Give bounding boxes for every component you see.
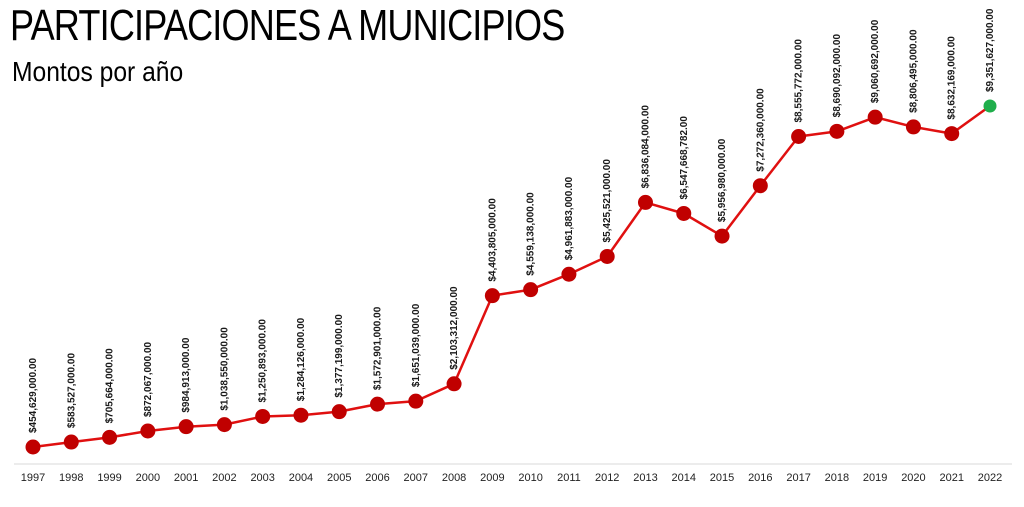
- data-point: [102, 429, 118, 445]
- data-label: $705,664,000.00: [105, 348, 116, 424]
- data-point: [714, 228, 730, 244]
- x-tick-label: 2021: [939, 472, 963, 484]
- data-labels-group: $454,629,000.00 $583,527,000.00 $705,664,0…: [28, 8, 996, 433]
- x-tick-label: 2005: [327, 472, 351, 484]
- data-label: $5,425,521,000.00: [602, 159, 613, 243]
- data-point: [676, 205, 692, 221]
- data-point: [293, 407, 309, 423]
- data-label: $7,272,360,000.00: [755, 88, 766, 172]
- x-tick-label: 2003: [250, 472, 274, 484]
- data-point: [791, 129, 807, 145]
- data-point: [484, 288, 500, 304]
- data-point: [25, 439, 41, 455]
- markers-group: [25, 99, 997, 455]
- x-tick-label: 1997: [21, 472, 45, 484]
- data-point: [178, 419, 194, 435]
- data-label: $6,836,084,000.00: [640, 105, 651, 189]
- data-point: [255, 408, 271, 424]
- data-point: [637, 194, 653, 210]
- x-tick-label: 2011: [557, 472, 581, 484]
- data-label: $6,547,668,782.00: [679, 116, 690, 200]
- series-line-group: [32, 104, 991, 449]
- data-label: $1,651,039,000.00: [411, 303, 422, 387]
- series-line: [32, 104, 991, 449]
- data-label: $1,284,126,000.00: [296, 317, 307, 401]
- data-label: $8,806,495,000.00: [908, 29, 919, 113]
- data-point: [561, 266, 577, 282]
- x-tick-label: 2022: [978, 472, 1002, 484]
- chart-subtitle: Montos por año: [12, 56, 184, 87]
- data-point: [408, 393, 424, 409]
- x-tick-label: 2002: [212, 472, 236, 484]
- data-label: $2,103,312,000.00: [449, 286, 460, 370]
- x-tick-label: 2016: [748, 472, 772, 484]
- data-label: $4,403,805,000.00: [487, 198, 498, 282]
- data-point: [905, 119, 921, 135]
- data-label: $5,956,980,000.00: [717, 138, 728, 222]
- data-label: $8,632,169,000.00: [947, 36, 958, 120]
- data-point: [983, 99, 997, 113]
- x-tick-label: 2015: [710, 472, 734, 484]
- data-label: $9,351,627,000.00: [985, 8, 996, 92]
- x-tick-label: 2018: [825, 472, 849, 484]
- data-label: $454,629,000.00: [28, 357, 39, 433]
- x-tick-label: 2020: [901, 472, 925, 484]
- data-point: [370, 396, 386, 412]
- x-tick-label: 2004: [289, 472, 313, 484]
- data-label: $8,690,092,000.00: [832, 34, 843, 118]
- data-label: $9,060,692,000.00: [870, 19, 881, 103]
- x-tick-label: 2012: [595, 472, 619, 484]
- x-tick-label: 2019: [863, 472, 887, 484]
- x-tick-label: 2014: [672, 472, 696, 484]
- data-point: [446, 376, 462, 392]
- x-tick-label: 2000: [136, 472, 160, 484]
- data-point: [523, 282, 539, 298]
- x-axis: 1997 1998 1999 2000 2001 2002 2003 2004 2005 2006…: [14, 463, 1012, 484]
- data-label: $1,572,901,000.00: [373, 306, 384, 390]
- x-tick-label: 2008: [442, 472, 466, 484]
- data-point: [140, 423, 156, 439]
- data-label: $1,250,893,000.00: [258, 319, 269, 403]
- data-label: $8,555,772,000.00: [794, 39, 805, 123]
- x-tick-label: 2001: [174, 472, 198, 484]
- x-tick-label: 1999: [97, 472, 121, 484]
- x-tick-label: 2009: [480, 472, 504, 484]
- data-point: [867, 109, 883, 125]
- data-label: $984,913,000.00: [181, 337, 192, 413]
- x-tick-label: 2013: [633, 472, 657, 484]
- data-label: $1,038,550,000.00: [219, 327, 230, 411]
- x-tick-label: 2010: [518, 472, 542, 484]
- data-point: [599, 248, 615, 264]
- data-label: $583,527,000.00: [66, 353, 77, 429]
- data-point: [216, 417, 232, 433]
- data-label: $4,559,138,000.00: [526, 192, 537, 276]
- x-tick-label: 2017: [786, 472, 810, 484]
- data-point: [944, 126, 960, 142]
- data-label: $872,067,000.00: [143, 341, 154, 417]
- chart-title: PARTICIPACIONES A MUNICIPIOS: [10, 1, 565, 50]
- data-point: [829, 123, 845, 139]
- data-point: [752, 178, 768, 194]
- data-point: [63, 434, 79, 450]
- x-tick-label: 2007: [404, 472, 428, 484]
- x-tick-label: 1998: [59, 472, 83, 484]
- data-label: $1,377,199,000.00: [334, 314, 345, 398]
- x-tick-label: 2006: [365, 472, 389, 484]
- data-label: $4,961,883,000.00: [564, 176, 575, 260]
- data-point: [331, 404, 347, 420]
